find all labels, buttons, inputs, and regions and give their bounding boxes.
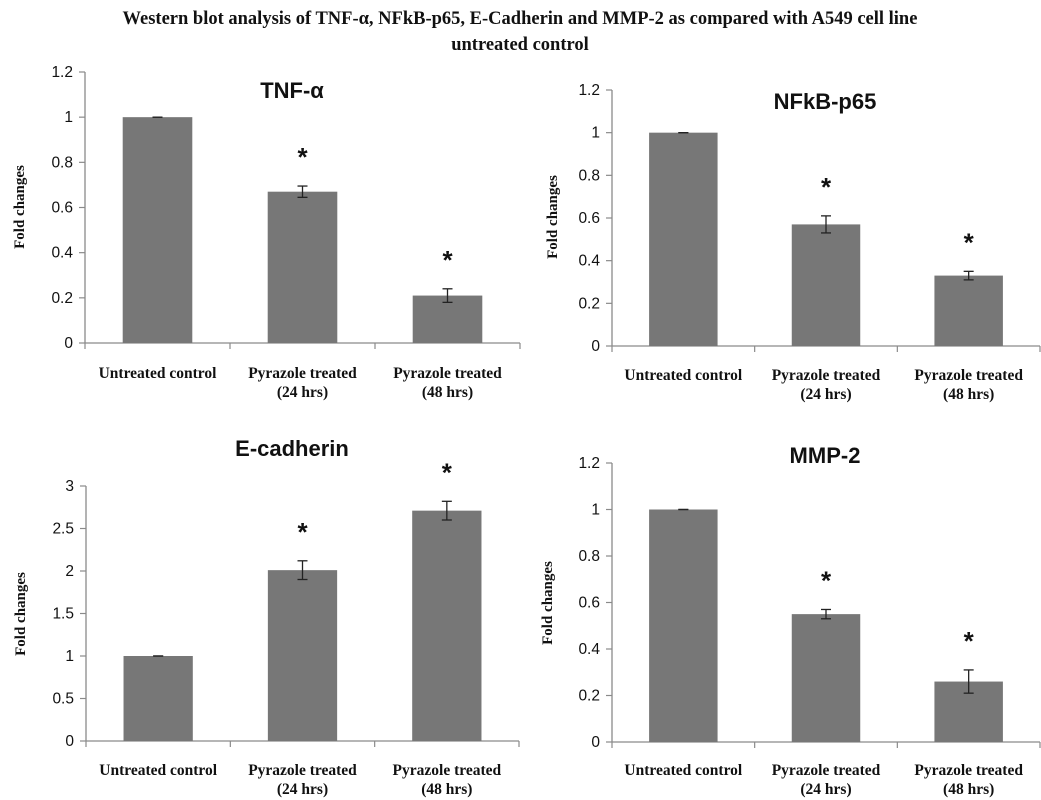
significance-marker: *	[442, 457, 453, 487]
y-tick-label: 1	[65, 648, 74, 665]
error-bar	[963, 669, 974, 694]
y-tick-label: 0.4	[578, 253, 600, 270]
y-tick-label: 1.5	[52, 606, 74, 623]
y-tick-label: 0	[591, 734, 600, 751]
chart-title: TNF-α	[260, 78, 324, 103]
chart-title: E-cadherin	[235, 436, 349, 461]
y-tick-label: 2.5	[52, 521, 74, 538]
y-tick-label: 0	[591, 338, 600, 355]
bar	[412, 510, 482, 741]
x-tick-label: (24 hrs)	[277, 781, 328, 798]
y-axis-label: Fold changes	[13, 572, 29, 656]
bar	[649, 509, 718, 742]
x-tick-label: Untreated control	[99, 762, 218, 779]
bar	[122, 117, 193, 344]
chart-title: MMP-2	[790, 443, 861, 468]
chart-panel: TNF-α Fold changes 0 0.2 0.4 0.6 0.8 1 1.2 Untrea…	[12, 64, 521, 401]
y-tick-label: 1.2	[578, 82, 600, 99]
x-tick-label: Pyrazole treated	[914, 762, 1023, 779]
y-tick-label: 0.6	[51, 200, 73, 217]
chart-panels: TNF-α Fold changes 0 0.2 0.4 0.6 0.8 1 1.2 Untrea…	[12, 64, 1041, 798]
bar	[412, 295, 483, 343]
y-tick-label: 0.8	[51, 154, 73, 171]
chart-title: NFkB-p65	[774, 89, 877, 114]
y-tick-label: 0	[64, 335, 73, 352]
chart-panel: MMP-2 Fold changes 0 0.2 0.4 0.6 0.8 1 1.2 Untrea…	[540, 443, 1041, 798]
y-tick-label: 0.8	[578, 167, 600, 184]
error-bar	[297, 185, 308, 198]
x-tick-label: (24 hrs)	[800, 386, 851, 403]
y-tick-label: 0.2	[578, 295, 600, 312]
error-bar	[441, 500, 452, 521]
y-tick-label: 0.8	[578, 548, 600, 565]
error-bar	[821, 608, 831, 620]
x-tick-label: Pyrazole treated	[914, 367, 1023, 384]
significance-marker: *	[964, 227, 975, 257]
y-tick-label: 0.4	[51, 245, 73, 262]
significance-marker: *	[821, 565, 832, 595]
chart-panel: NFkB-p65 Fold changes 0 0.2 0.4 0.6 0.8 1 1.2 Unt…	[545, 82, 1041, 403]
error-bar	[963, 270, 974, 281]
significance-marker: *	[297, 142, 308, 172]
y-tick-label: 1.2	[51, 64, 73, 81]
significance-marker: *	[964, 626, 975, 656]
y-tick-label: 1	[64, 109, 73, 126]
bar	[649, 132, 718, 346]
figure-title-line-2: untreated control	[451, 35, 589, 55]
x-tick-label: Untreated control	[624, 367, 743, 384]
bar	[123, 656, 193, 741]
bar	[267, 570, 338, 741]
y-axis-label: Fold changes	[545, 175, 561, 259]
x-tick-label: (24 hrs)	[800, 781, 851, 798]
y-tick-label: 0.2	[578, 688, 600, 705]
error-bar	[442, 288, 453, 304]
y-axis-label: Fold changes	[12, 165, 28, 249]
x-tick-label: Pyrazole treated	[393, 762, 502, 779]
x-tick-label: Pyrazole treated	[248, 762, 357, 779]
x-tick-label: Pyrazole treated	[772, 367, 881, 384]
y-tick-label: 2	[65, 563, 74, 580]
y-tick-label: 1	[591, 125, 600, 142]
x-tick-label: (48 hrs)	[422, 384, 473, 401]
y-tick-label: 1.2	[578, 455, 600, 472]
y-tick-label: 0.6	[578, 595, 600, 612]
error-bar	[297, 560, 308, 581]
y-tick-label: 0.5	[52, 691, 74, 708]
x-tick-label: Pyrazole treated	[393, 365, 502, 382]
y-tick-label: 1	[591, 502, 600, 519]
y-axis-label: Fold changes	[540, 561, 556, 645]
x-tick-label: Untreated control	[99, 365, 218, 382]
x-tick-label: Pyrazole treated	[772, 762, 881, 779]
x-tick-label: (48 hrs)	[421, 781, 472, 798]
bar	[791, 224, 861, 346]
x-tick-label: (48 hrs)	[943, 781, 994, 798]
significance-marker: *	[297, 517, 308, 547]
figure-title-line-1: Western blot analysis of TNF-α, NFkB-p65…	[123, 9, 918, 29]
chart-panel: E-cadherin Fold changes 0 0.5 1 1.5 2 2.5 3 Untre…	[13, 436, 520, 798]
bar	[791, 614, 861, 742]
bar	[267, 191, 338, 343]
x-tick-label: (24 hrs)	[277, 384, 328, 401]
y-tick-label: 0.6	[578, 210, 600, 227]
x-tick-label: (48 hrs)	[943, 386, 994, 403]
y-tick-label: 0.2	[51, 290, 73, 307]
bar	[934, 275, 1003, 346]
significance-marker: *	[442, 245, 453, 275]
x-tick-label: Pyrazole treated	[248, 365, 357, 382]
y-tick-label: 0.4	[578, 641, 600, 658]
significance-marker: *	[821, 172, 832, 202]
y-tick-label: 0	[65, 733, 74, 750]
y-tick-label: 3	[65, 478, 74, 495]
error-bar	[821, 215, 831, 234]
x-tick-label: Untreated control	[624, 762, 743, 779]
